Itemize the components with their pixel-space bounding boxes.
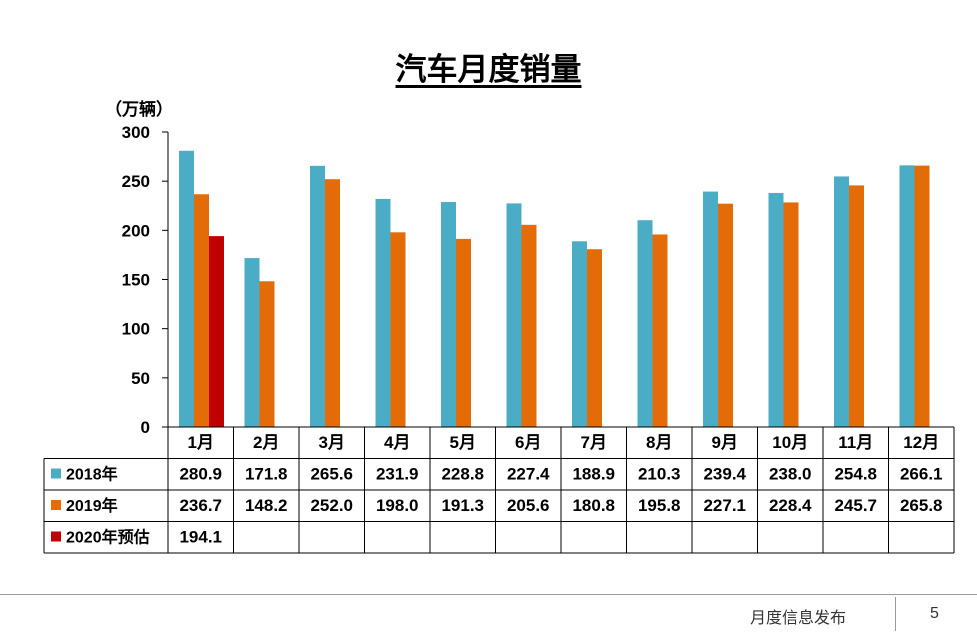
bar-2019年-2月 xyxy=(259,281,275,427)
data-value-cell: 195.8 xyxy=(638,496,681,515)
y-tick-label: 200 xyxy=(122,221,150,240)
bar-2019年-3月 xyxy=(325,179,340,427)
bar-2019年-10月 xyxy=(783,202,799,427)
bar-2018年-10月 xyxy=(768,192,784,427)
x-category-label: 3月 xyxy=(319,433,345,452)
x-category-label: 1月 xyxy=(188,433,214,452)
bar-2018年-3月 xyxy=(310,165,325,427)
y-tick-label: 100 xyxy=(122,320,150,339)
data-value-cell: 252.0 xyxy=(310,496,353,515)
data-value-cell: 266.1 xyxy=(900,465,943,484)
bar-2019年-11月 xyxy=(849,185,864,427)
x-category-label: 4月 xyxy=(384,433,410,452)
data-value-cell: 198.0 xyxy=(376,496,419,515)
x-category-label: 5月 xyxy=(450,433,476,452)
x-category-label: 7月 xyxy=(581,433,607,452)
data-value-cell: 191.3 xyxy=(441,496,484,515)
bar-2018年-11月 xyxy=(834,176,849,427)
chart-title: 汽车月度销量 xyxy=(395,52,582,87)
x-category-label: 12月 xyxy=(903,433,939,452)
bar-2018年-8月 xyxy=(637,220,653,427)
data-value-cell: 188.9 xyxy=(572,465,615,484)
bar-2018年-1月 xyxy=(179,150,194,427)
data-value-cell: 254.8 xyxy=(834,465,877,484)
bar-2019年-4月 xyxy=(390,232,406,427)
data-value-cell: 227.1 xyxy=(703,496,746,515)
legend-swatch-2020年预估 xyxy=(51,531,61,542)
x-category-label: 10月 xyxy=(772,433,808,452)
data-value-cell: 231.9 xyxy=(376,465,419,484)
data-value-cell: 148.2 xyxy=(245,496,288,515)
legend-swatch-2019年 xyxy=(51,500,61,510)
y-tick-label: 50 xyxy=(131,369,150,388)
y-tick-label: 0 xyxy=(141,418,150,437)
footer-divider xyxy=(0,594,977,595)
bar-2018年-4月 xyxy=(375,198,391,427)
legend-swatch-2018年 xyxy=(51,468,61,479)
bar-2018年-9月 xyxy=(703,191,718,427)
page-number: 5 xyxy=(930,605,939,622)
bar-2019年-7月 xyxy=(587,249,602,427)
bar-2019年-9月 xyxy=(718,203,733,427)
data-value-cell: 245.7 xyxy=(834,496,877,515)
legend-label-2020年预估: 2020年预估 xyxy=(66,528,150,547)
y-tick-label: 150 xyxy=(122,271,150,290)
bar-2018年-5月 xyxy=(441,202,456,427)
x-category-label: 9月 xyxy=(712,433,738,452)
bar-chart: 0 50 100 150 200 250 300 1月 2月 3月 4月 5月 6月 7月 8月 9月 10月 1… xyxy=(43,123,955,554)
y-tick-label: 250 xyxy=(122,172,150,191)
bar-2018年-7月 xyxy=(572,241,587,427)
bar-2018年-2月 xyxy=(244,258,260,427)
data-value-cell: 228.8 xyxy=(441,465,484,484)
footer-text: 月度信息发布 xyxy=(750,610,847,627)
data-value-cell: 265.6 xyxy=(310,465,353,484)
data-value-cell: 194.1 xyxy=(179,528,222,547)
bar-2019年-8月 xyxy=(652,234,668,427)
y-axis-unit-label: （万辆） xyxy=(105,100,173,119)
footer-separator xyxy=(895,597,896,631)
bar-2019年-1月 xyxy=(194,194,209,427)
data-value-cell: 210.3 xyxy=(638,465,681,484)
x-category-label: 6月 xyxy=(515,433,541,452)
y-tick-label: 300 xyxy=(122,123,150,142)
data-value-cell: 265.8 xyxy=(900,496,943,515)
legend-label-2019年: 2019年 xyxy=(66,496,118,515)
data-value-cell: 236.7 xyxy=(179,496,222,515)
data-value-cell: 180.8 xyxy=(572,496,615,515)
x-category-label: 2月 xyxy=(253,433,279,452)
data-value-cell: 280.9 xyxy=(179,465,222,484)
data-value-cell: 238.0 xyxy=(769,465,812,484)
data-value-cell: 205.6 xyxy=(507,496,550,515)
bar-2018年-12月 xyxy=(899,165,915,427)
bar-2020年预估-1月 xyxy=(209,236,224,427)
bar-2019年-5月 xyxy=(456,238,471,427)
bar-2018年-6月 xyxy=(506,203,522,427)
x-category-label: 11月 xyxy=(838,433,873,452)
legend-label-2018年: 2018年 xyxy=(66,465,118,484)
bar-2019年-6月 xyxy=(521,224,537,427)
data-value-cell: 239.4 xyxy=(703,465,746,484)
x-category-label: 8月 xyxy=(646,433,672,452)
data-value-cell: 171.8 xyxy=(245,465,288,484)
data-value-cell: 228.4 xyxy=(769,496,812,515)
data-value-cell: 227.4 xyxy=(507,465,550,484)
bar-2019年-12月 xyxy=(914,165,930,427)
